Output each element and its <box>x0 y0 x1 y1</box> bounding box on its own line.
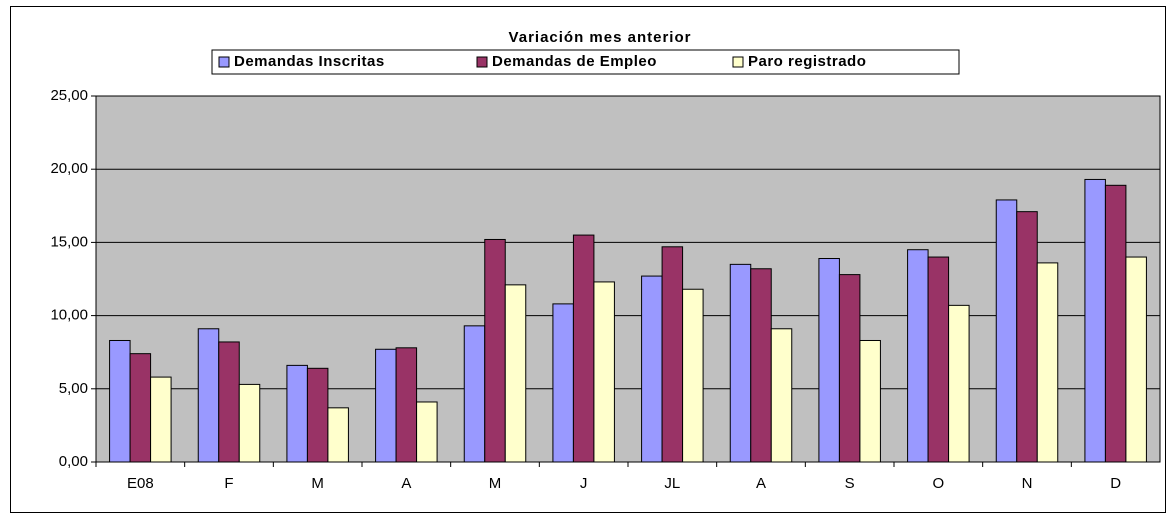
bar <box>484 238 506 463</box>
bar <box>948 304 970 463</box>
x-tick-label: A <box>756 475 766 492</box>
bar <box>197 328 220 463</box>
y-tick-label: 20,00 <box>50 160 88 177</box>
bar <box>238 383 261 463</box>
x-tick-label: F <box>224 475 233 492</box>
bar <box>375 348 397 463</box>
y-tick-label: 15,00 <box>50 233 88 250</box>
x-tick-label: D <box>1110 475 1121 492</box>
x-tick-label: E08 <box>127 475 154 492</box>
x-tick-label: M <box>311 475 324 492</box>
y-tick-label: 5,00 <box>59 380 88 397</box>
legend-label: Paro registrado <box>748 53 866 70</box>
x-tick-label: JL <box>664 475 680 492</box>
legend-swatch <box>218 56 230 68</box>
legend-label: Demandas de Empleo <box>492 53 657 70</box>
bar <box>927 256 950 463</box>
bar <box>907 249 929 463</box>
bar <box>504 284 527 463</box>
bar <box>463 325 486 463</box>
bar <box>129 353 152 463</box>
y-tick-label: 10,00 <box>50 307 88 324</box>
bar <box>572 234 595 463</box>
bar <box>109 339 131 463</box>
y-tick-label: 25,00 <box>50 87 88 104</box>
y-tick-label: 0,00 <box>59 453 88 470</box>
bar <box>770 328 793 463</box>
bar <box>1125 256 1147 463</box>
legend-swatch <box>476 56 488 68</box>
bar <box>593 281 615 463</box>
bar <box>306 367 329 463</box>
legend-box <box>211 49 960 75</box>
legend-label: Demandas Inscritas <box>234 53 385 70</box>
bar <box>661 246 684 463</box>
chart-title: Variación mes anterior <box>509 29 692 46</box>
plot-area <box>95 95 1161 463</box>
x-tick-label: N <box>1022 475 1033 492</box>
bar <box>682 288 704 463</box>
x-tick-label: M <box>489 475 502 492</box>
bar <box>416 401 438 463</box>
bar <box>1016 211 1038 463</box>
bar <box>395 347 418 463</box>
bar <box>750 268 772 463</box>
bar <box>1036 262 1059 463</box>
bar <box>641 275 663 463</box>
bar <box>218 341 240 463</box>
x-tick-label: J <box>580 475 588 492</box>
bar <box>286 364 308 463</box>
legend-swatch <box>732 56 744 68</box>
bar <box>327 407 349 463</box>
bar <box>1084 178 1106 463</box>
bar <box>838 274 861 463</box>
bar <box>995 199 1018 463</box>
bar <box>150 376 172 463</box>
x-tick-label: A <box>401 475 411 492</box>
bar <box>859 339 881 463</box>
x-tick-label: S <box>845 475 855 492</box>
bar <box>818 258 840 463</box>
bar <box>729 263 752 463</box>
x-tick-label: O <box>932 475 944 492</box>
bar <box>1104 184 1127 463</box>
bar <box>552 303 574 463</box>
